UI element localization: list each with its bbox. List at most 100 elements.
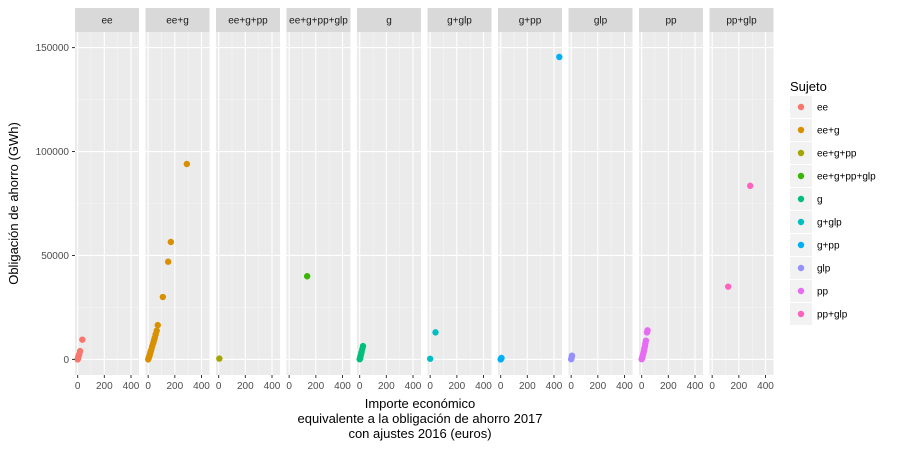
data-point [76,347,84,355]
data-point [426,355,434,362]
x-tick-label: 0 [568,381,574,392]
data-point [183,160,191,168]
x-tick-label: 200 [448,381,465,392]
facet-label: ee+g+pp+glp [289,16,348,27]
x-tick-label: 400 [405,381,422,392]
x-axis-title-line: con ajustes 2016 (euros) [348,426,491,441]
data-point [303,273,311,280]
facet-panel: g 0 200 400 [356,8,422,392]
x-tick-label: 200 [96,381,113,392]
facet-strip [216,8,280,32]
legend-swatch [797,149,805,157]
facet-panel: pp+glp 0 200 400 [709,8,774,392]
facet-label: g+pp [519,16,542,27]
x-tick-label: 400 [475,381,492,392]
data-point [79,336,86,343]
legend-label: glp [817,264,831,275]
legend-title: Sujeto [790,79,827,94]
data-point [153,327,160,334]
data-point [216,355,223,362]
x-tick-label: 0 [145,381,151,392]
x-tick-label: 0 [498,381,504,392]
facet-strip [357,8,421,32]
data-point [746,182,754,190]
x-tick-label: 200 [519,381,536,392]
legend-swatch [797,172,805,180]
data-point [724,283,732,290]
facet-label: ee+g [166,16,189,27]
facet-strip [709,8,774,32]
x-tick-label: 200 [589,381,606,392]
x-tick-label: 0 [709,381,715,392]
x-tick-label: 0 [357,381,363,392]
y-axis: 0 50000 100000 150000 [36,43,75,366]
data-point [159,293,167,301]
data-point [432,329,439,336]
data-point [644,327,651,334]
data-point [154,321,161,329]
x-axis-title: Importe económico equivalente a la obliga… [297,396,542,441]
x-tick-label: 0 [216,381,222,392]
x-tick-label: 0 [639,381,645,392]
y-axis-title: Obligación de ahorro (GWh) [6,122,21,285]
x-tick-label: 200 [166,381,183,392]
facet-strip [498,8,562,32]
facet-panel: g+glp 0 200 400 [426,8,492,392]
legend-label: pp+glp [817,310,848,321]
facet-label: g [386,16,392,27]
legend-swatch [797,195,805,203]
legend-swatch [797,287,805,295]
facet-label: glp [594,16,608,27]
facet-panel: ee+g+pp 0 200 400 [216,8,281,392]
legend-swatch [797,218,805,226]
data-point [167,238,175,246]
x-tick-label: 400 [123,381,140,392]
facet-label: pp [665,16,677,27]
y-tick-label: 150000 [36,43,70,54]
x-tick-label: 400 [193,381,210,392]
legend-swatch [797,126,805,134]
x-tick-label: 200 [660,381,677,392]
x-tick-label: 200 [307,381,324,392]
legend-label: pp [817,287,829,298]
data-point [359,342,367,350]
facet-strip [427,8,492,32]
x-tick-label: 400 [334,381,351,392]
x-axis-title-line: Importe económico [365,396,476,411]
x-tick-label: 400 [757,381,774,392]
data-point [164,258,172,265]
facet-strip [568,8,633,32]
facet-strip [286,8,351,32]
legend-label: g+pp [817,241,840,252]
legend-label: ee+g+pp [817,149,857,160]
legend-label: ee+g+pp+glp [817,172,876,183]
x-tick-label: 400 [687,381,704,392]
x-tick-label: 400 [546,381,563,392]
facet-panel: ee 0 200 400 [74,8,140,392]
facet-panel: ee+g+pp+glp 0 200 400 [286,8,351,392]
facet-panel: pp 0 200 400 [638,8,704,392]
data-point [556,53,563,61]
facet-strip [75,8,139,32]
x-tick-label: 400 [264,381,281,392]
data-point [642,337,650,344]
legend-swatch [797,103,805,111]
legend-label: ee [817,103,829,114]
x-tick-label: 0 [75,381,81,392]
y-tick-label: 0 [63,355,69,366]
facet-strip [145,8,210,32]
y-tick-label: 50000 [41,251,69,262]
legend: Sujeto ee ee+g ee+g+pp ee+g+pp+glp g g+glp g+p… [790,79,876,325]
facet-panel: g+pp 0 200 400 [497,8,563,392]
legend-swatch [797,241,805,249]
data-point [568,352,576,359]
y-tick-label: 100000 [36,147,70,158]
x-tick-label: 200 [730,381,747,392]
data-point [498,354,505,362]
facet-label: ee+g+pp [228,16,268,27]
legend-label: g [817,195,823,206]
legend-swatch [797,264,805,272]
x-tick-label: 0 [286,381,292,392]
